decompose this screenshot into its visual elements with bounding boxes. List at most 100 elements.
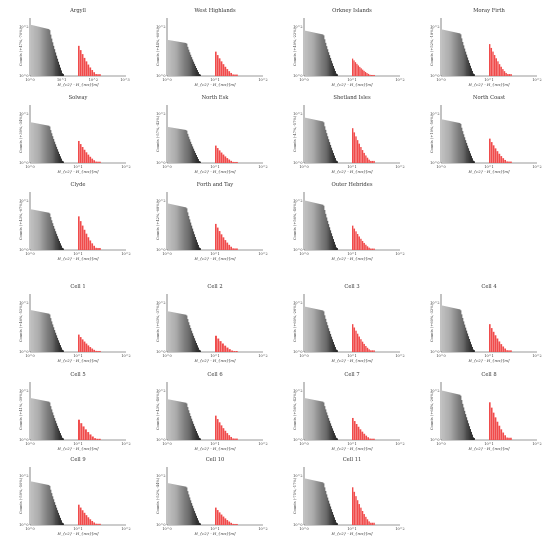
histogram-bar-gray xyxy=(34,310,36,352)
histogram-bar-gray xyxy=(59,156,61,163)
histogram-bar-gray xyxy=(305,200,307,250)
histogram-bar-gray xyxy=(32,25,35,76)
x-tick-label: 10^1 xyxy=(210,354,219,358)
histogram-bar-red xyxy=(78,140,80,163)
histogram-bar-gray xyxy=(331,339,334,352)
histogram-bar-gray xyxy=(189,139,191,163)
histogram-bar-gray xyxy=(329,331,331,352)
histogram-bar-gray xyxy=(317,203,319,250)
histogram-bar-red xyxy=(99,523,101,525)
histogram-bar-gray xyxy=(195,68,197,76)
histogram-bar-red xyxy=(81,54,84,76)
histogram-bar-red xyxy=(230,246,232,250)
histogram-bar-gray xyxy=(31,24,33,76)
histogram-bar-gray xyxy=(168,311,170,352)
y-tick-label: 10^2 xyxy=(293,112,302,116)
histogram-bar-gray xyxy=(168,127,170,163)
histogram-bar-red xyxy=(498,425,501,440)
histogram-bar-gray xyxy=(310,202,312,250)
histogram-bar-red xyxy=(218,231,221,250)
histogram-bar-gray xyxy=(39,311,41,352)
histogram-bar-gray xyxy=(48,485,50,525)
histogram-bar-gray xyxy=(329,506,332,525)
histogram-bar-gray xyxy=(182,129,184,163)
histogram-bar-gray xyxy=(192,421,194,440)
x-axis-label: H_{c2} - H_{res}[m] xyxy=(468,169,510,174)
histogram-bar-gray xyxy=(44,400,46,440)
histogram-bar-red xyxy=(368,521,370,525)
histogram-bar-gray xyxy=(313,399,315,440)
histogram-bar-red xyxy=(83,149,86,163)
y-axis-label: Counts (+46%,-52%) xyxy=(19,303,23,342)
histogram-bar-gray xyxy=(456,122,458,163)
histogram-bar-gray xyxy=(46,401,48,440)
x-axis-label: H_{c2} - H_{res}[m] xyxy=(194,82,236,87)
histogram-bar-red xyxy=(87,432,90,440)
x-tick-label: 10^2 xyxy=(532,442,541,446)
histogram-bar-red xyxy=(220,425,223,440)
histogram-bar-gray xyxy=(188,410,190,440)
histogram-bar-gray xyxy=(467,423,470,440)
histogram-bar-gray xyxy=(184,207,186,250)
histogram-bar-red xyxy=(236,74,238,76)
histogram-bar-gray xyxy=(178,401,180,440)
histogram-bar-gray xyxy=(328,224,330,250)
histogram-bar-gray xyxy=(335,73,337,76)
histogram-bar-red xyxy=(228,435,231,440)
histogram-bar-gray xyxy=(305,478,308,525)
histogram-bar-red xyxy=(354,62,357,76)
histogram-bar-gray xyxy=(193,150,196,163)
y-tick-label: 10^0 xyxy=(19,523,28,527)
histogram-bar-gray xyxy=(467,336,470,352)
histogram-bar-gray xyxy=(172,204,174,250)
histogram-bar-gray xyxy=(472,73,474,76)
histogram-bar-red xyxy=(85,343,88,352)
histogram-bar-gray xyxy=(180,42,182,76)
histogram-bar-gray xyxy=(323,122,325,163)
chart-panel: Cell 4 Counts (+60%,-32%) 10^0 10^2 10^0 10^1… xyxy=(430,284,542,363)
histogram-bar-gray xyxy=(49,213,51,250)
histogram-bar-gray xyxy=(452,307,454,352)
histogram-bar-gray xyxy=(452,31,454,77)
histogram-bar-gray xyxy=(171,204,173,250)
histogram-bar-red xyxy=(216,227,219,250)
histogram-bar-red xyxy=(355,496,357,525)
histogram-bar-gray xyxy=(451,121,453,163)
y-tick-label: 10^0 xyxy=(19,248,28,252)
histogram-bar-gray xyxy=(44,28,46,76)
histogram-bar-red xyxy=(95,350,97,352)
histogram-bar-gray xyxy=(459,394,461,440)
histogram-bar-gray xyxy=(31,398,34,440)
histogram-bar-red xyxy=(373,438,375,440)
histogram-bar-gray xyxy=(174,312,176,352)
histogram-bar-gray xyxy=(168,399,171,440)
chart-panel: Moray Firth Counts (+52%,-18%) 10^0 10^2 10^… xyxy=(430,8,542,87)
histogram-bar-red xyxy=(224,66,227,76)
histogram-bar-gray xyxy=(61,73,63,76)
histogram-bar-gray xyxy=(196,157,198,163)
histogram-bar-gray xyxy=(313,308,315,352)
histogram-bar-gray xyxy=(449,392,451,440)
histogram-bar-red xyxy=(503,71,506,76)
histogram-bar-gray xyxy=(457,32,459,76)
histogram-bar-gray xyxy=(193,510,196,525)
histogram-bar-red xyxy=(97,523,99,525)
histogram-bar-gray xyxy=(60,245,62,250)
histogram-bar-red xyxy=(99,247,101,250)
histogram-bar-red xyxy=(218,512,221,525)
histogram-bar-gray xyxy=(306,31,309,76)
histogram-bar-gray xyxy=(61,349,63,352)
histogram-bar-gray xyxy=(31,122,33,163)
histogram-bar-red xyxy=(506,161,508,163)
histogram-bar-gray xyxy=(190,415,192,440)
histogram-bar-gray xyxy=(320,481,322,525)
y-tick-label: 10^0 xyxy=(430,438,439,442)
histogram-bar-red xyxy=(87,154,90,163)
x-tick-label: 10^2 xyxy=(532,165,541,169)
chart-title: Cell 3 xyxy=(344,284,359,290)
y-axis-label: Counts (-59%,-50%) xyxy=(19,477,23,514)
histogram-bar-red xyxy=(89,519,92,525)
histogram-bar-red xyxy=(498,341,501,352)
histogram-bar-red xyxy=(372,74,374,76)
